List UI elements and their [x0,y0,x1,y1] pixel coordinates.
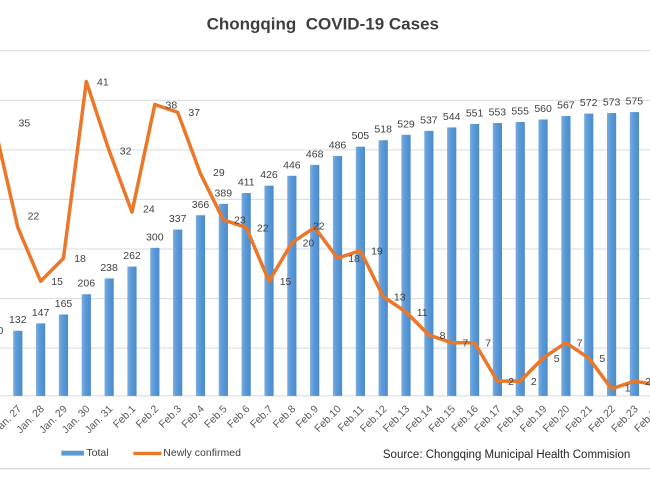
svg-text:567: 567 [557,100,575,112]
svg-text:468: 468 [306,148,324,160]
svg-text:Source: Chongqing Municipal H: Source: Chongqing Municipal Health Commi… [383,449,630,461]
svg-text:19: 19 [371,245,383,257]
svg-text:165: 165 [55,298,73,310]
svg-text:15: 15 [280,276,292,288]
svg-text:7: 7 [485,338,491,350]
svg-text:544: 544 [443,111,461,123]
svg-text:8: 8 [440,330,446,342]
svg-text:389: 389 [215,187,233,199]
svg-text:553: 553 [489,107,507,119]
svg-text:262: 262 [123,250,141,262]
svg-text:29: 29 [213,167,225,179]
svg-text:41: 41 [97,76,109,88]
svg-text:Chongqing COVID-19 Cases: Chongqing COVID-19 Cases [207,15,439,34]
svg-text:11: 11 [417,307,428,319]
svg-text:411: 411 [238,177,255,189]
svg-text:238: 238 [100,262,118,274]
svg-text:573: 573 [603,97,621,109]
svg-text:505: 505 [352,130,370,142]
svg-text:518: 518 [374,124,392,136]
svg-text:572: 572 [580,97,598,109]
svg-text:35: 35 [19,118,31,130]
svg-text:366: 366 [192,199,210,211]
svg-text:22: 22 [28,211,40,223]
svg-text:446: 446 [283,159,301,171]
svg-text:555: 555 [511,106,529,118]
svg-text:560: 560 [534,103,552,115]
svg-text:22: 22 [257,222,269,234]
svg-text:486: 486 [329,140,347,152]
svg-text:1: 1 [625,382,631,394]
svg-text:13: 13 [394,291,406,303]
svg-text:2: 2 [645,376,650,388]
svg-text:2: 2 [508,376,514,388]
svg-text:575: 575 [626,96,644,108]
svg-text:Newly confirmed: Newly confirmed [163,447,241,459]
svg-text:5: 5 [554,353,560,365]
svg-text:147: 147 [32,307,50,319]
svg-text:337: 337 [169,213,187,225]
svg-text:110: 110 [0,325,4,337]
svg-text:529: 529 [397,118,415,130]
svg-text:300: 300 [146,231,164,243]
svg-text:37: 37 [188,107,200,119]
svg-text:38: 38 [166,99,178,111]
svg-text:7: 7 [462,338,468,350]
svg-text:22: 22 [313,221,325,233]
svg-text:426: 426 [260,169,278,181]
svg-text:5: 5 [599,353,605,365]
svg-text:24: 24 [143,204,155,216]
svg-text:2: 2 [531,376,537,388]
svg-text:18: 18 [348,253,360,265]
svg-text:132: 132 [9,314,27,326]
svg-text:18: 18 [74,253,86,265]
svg-text:537: 537 [420,114,438,126]
svg-text:15: 15 [51,276,63,288]
svg-text:20: 20 [303,238,315,250]
svg-text:32: 32 [120,145,132,157]
svg-text:7: 7 [577,338,583,350]
svg-text:551: 551 [466,107,484,119]
svg-text:23: 23 [234,215,246,227]
svg-text:206: 206 [78,278,96,290]
svg-text:Total: Total [86,447,108,459]
